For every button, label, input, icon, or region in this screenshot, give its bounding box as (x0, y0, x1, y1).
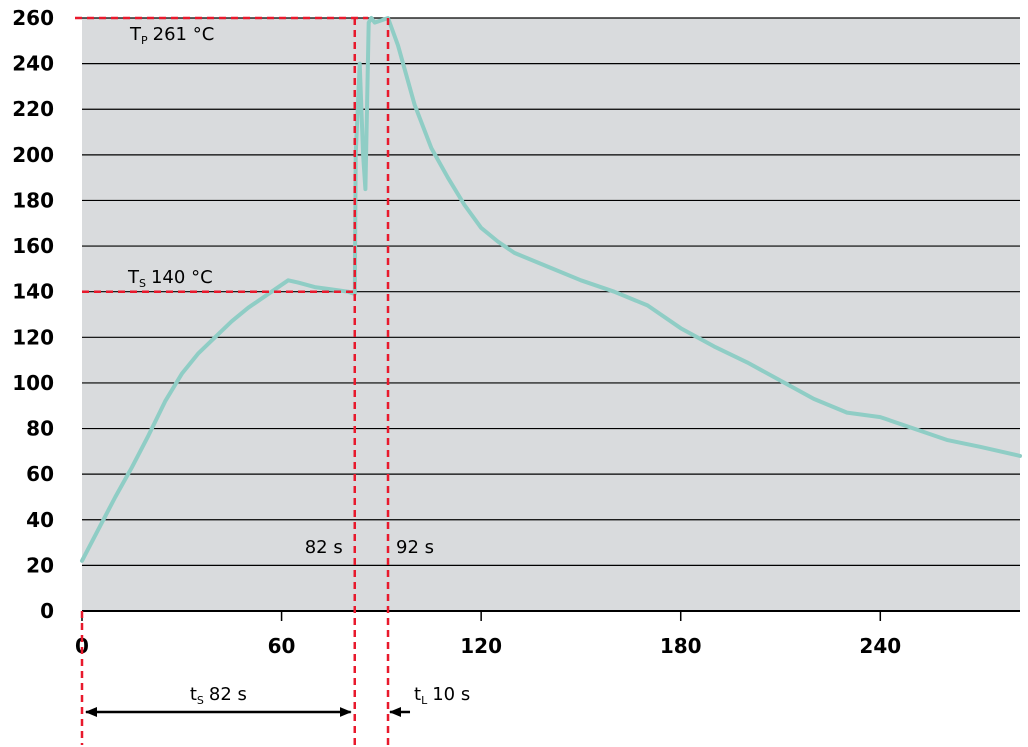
reference-lines (75, 16, 390, 745)
y-tick-label: 180 (12, 188, 54, 212)
x-tick-label: 60 (268, 634, 296, 658)
y-tick-label: 260 (12, 6, 54, 30)
x-axis-tick-labels: 0 60 120 180 240 (75, 634, 901, 658)
soak-end-time-label: 82 s (305, 537, 343, 558)
liquidus-duration-label: tL 10 s (414, 684, 470, 707)
y-tick-label: 40 (26, 508, 54, 532)
y-tick-label: 200 (12, 143, 54, 167)
y-tick-label: 20 (26, 553, 54, 577)
x-tick-label: 180 (660, 634, 702, 658)
soak-temperature-label: TS 140 °C (127, 267, 213, 290)
y-axis-tick-labels: 0 20 40 60 80 100 120 140 160 180 200 220 240 260 (12, 6, 54, 623)
y-tick-label: 120 (12, 325, 54, 349)
peak-temperature-label: TP 261 °C (129, 24, 214, 47)
grid-lines (82, 17, 1020, 612)
x-tick-label: 0 (75, 634, 89, 658)
y-tick-label: 60 (26, 462, 54, 486)
y-tick-label: 80 (26, 417, 54, 441)
temperature-curve (80, 16, 1022, 563)
soak-duration-label: tS 82 s (190, 684, 247, 707)
y-tick-label: 220 (12, 97, 54, 121)
x-tick-label: 240 (859, 634, 901, 658)
plot-area (82, 18, 1020, 611)
y-tick-label: 160 (12, 234, 54, 258)
x-tick-label: 120 (460, 634, 502, 658)
y-tick-label: 100 (12, 371, 54, 395)
y-tick-label: 0 (40, 599, 54, 623)
x-axis-ticks (81, 611, 882, 621)
y-tick-label: 140 (12, 280, 54, 304)
y-tick-label: 240 (12, 52, 54, 76)
liquidus-end-time-label: 92 s (396, 537, 434, 558)
